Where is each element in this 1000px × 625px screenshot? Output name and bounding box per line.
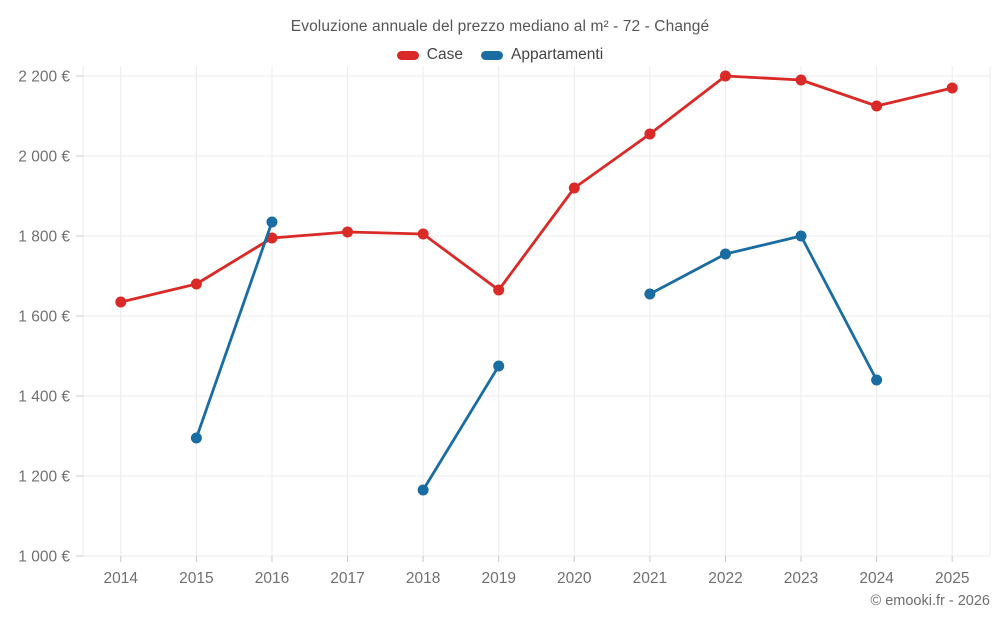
data-point-appartamenti-2018[interactable] xyxy=(417,484,429,496)
data-point-case-2017[interactable] xyxy=(342,226,354,238)
series-line-case xyxy=(119,74,954,304)
x-axis-label: 2024 xyxy=(859,570,894,587)
series-line-appartamenti xyxy=(194,220,274,440)
copyright-text: © emooki.fr - 2026 xyxy=(870,593,990,609)
data-point-case-2020[interactable] xyxy=(568,182,580,194)
legend-swatch-case-icon xyxy=(396,50,419,60)
data-point-case-2014[interactable] xyxy=(115,296,127,308)
data-point-appartamenti-2024[interactable] xyxy=(871,374,883,386)
data-point-case-2025[interactable] xyxy=(946,82,958,94)
data-point-appartamenti-2016[interactable] xyxy=(266,216,278,228)
series-line-appartamenti xyxy=(648,234,879,382)
x-axis-label: 2021 xyxy=(633,570,667,587)
data-point-case-2016[interactable] xyxy=(266,232,278,244)
data-point-case-2023[interactable] xyxy=(795,74,807,86)
x-axis-label: 2025 xyxy=(935,570,969,587)
y-axis-label: 2 200 € xyxy=(18,69,70,86)
x-axis-label: 2018 xyxy=(406,570,440,587)
data-point-case-2021[interactable] xyxy=(644,128,656,140)
data-point-appartamenti-2015[interactable] xyxy=(190,432,202,444)
data-point-case-2019[interactable] xyxy=(493,284,505,296)
legend-label-case: Case xyxy=(426,46,463,63)
data-point-appartamenti-2021[interactable] xyxy=(644,288,656,300)
chart-title: Evoluzione annuale del prezzo mediano al… xyxy=(290,18,710,35)
x-axis-label: 2023 xyxy=(784,570,818,587)
chart-legend: Case Appartamenti xyxy=(0,46,1000,64)
data-point-appartamenti-2023[interactable] xyxy=(795,230,807,242)
y-axis-label: 1 200 € xyxy=(18,469,70,486)
x-axis-label: 2017 xyxy=(330,570,364,587)
y-axis-label: 1 600 € xyxy=(18,309,70,326)
x-axis-label: 2016 xyxy=(255,570,289,587)
legend-label-appartamenti: Appartamenti xyxy=(510,46,604,63)
series-line-appartamenti xyxy=(421,364,501,492)
y-axis-label: 1 400 € xyxy=(18,389,70,406)
legend-swatch-appartamenti-icon xyxy=(480,50,503,60)
data-point-appartamenti-2019[interactable] xyxy=(493,360,505,372)
y-axis-label: 2 000 € xyxy=(18,149,70,166)
data-point-case-2015[interactable] xyxy=(190,278,202,290)
legend-item-case[interactable]: Case xyxy=(396,46,463,64)
data-point-appartamenti-2022[interactable] xyxy=(719,248,731,260)
y-axis-label: 1 800 € xyxy=(18,229,70,246)
x-axis-label: 2015 xyxy=(179,570,213,587)
y-axis-label: 1 000 € xyxy=(18,549,70,566)
x-axis-label: 2022 xyxy=(708,570,742,587)
data-point-case-2022[interactable] xyxy=(719,70,731,82)
x-axis-label: 2020 xyxy=(557,570,592,587)
x-axis-label: 2014 xyxy=(104,570,139,587)
legend-item-appartamenti[interactable]: Appartamenti xyxy=(480,46,604,64)
x-axis-label: 2019 xyxy=(481,570,515,587)
data-point-case-2024[interactable] xyxy=(871,100,883,112)
data-point-case-2018[interactable] xyxy=(417,228,429,240)
